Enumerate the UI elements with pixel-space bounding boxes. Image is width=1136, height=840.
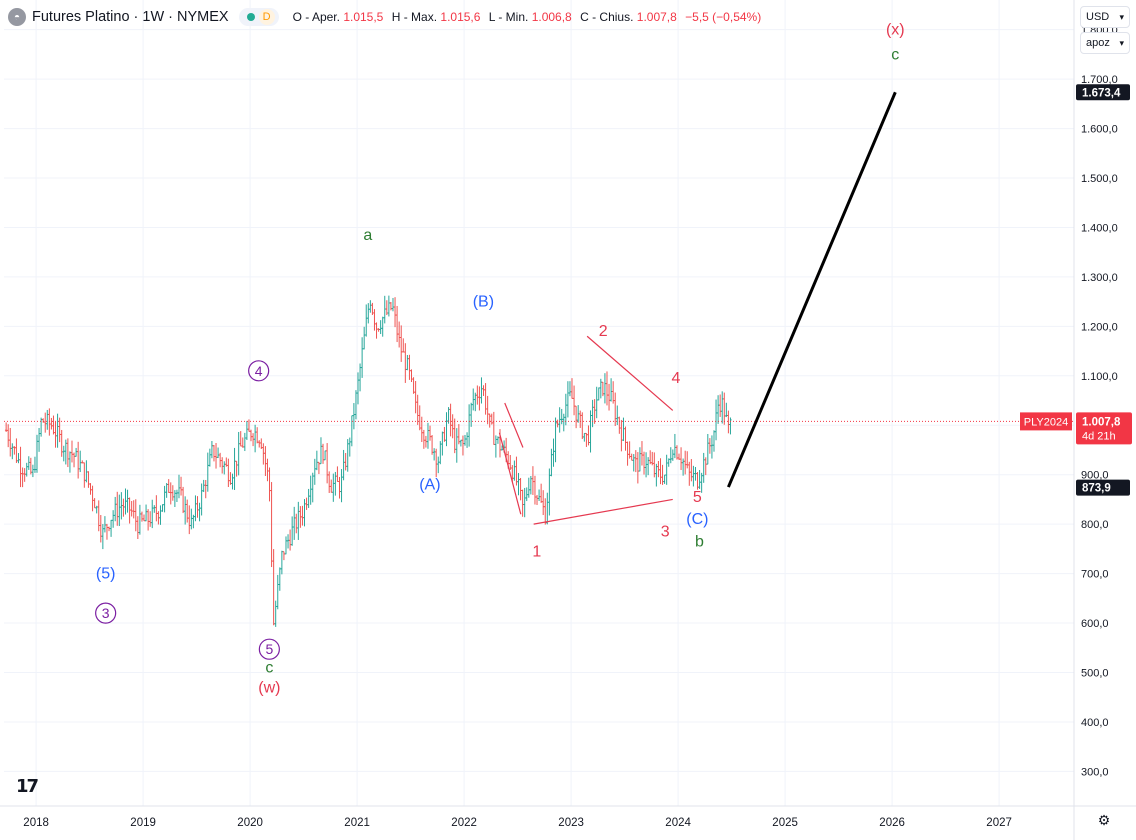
tradingview-logo-icon[interactable]: 17 (16, 776, 39, 797)
y-tick-label: 1.200,0 (1081, 321, 1118, 333)
y-tick-label: 500,0 (1081, 667, 1109, 679)
y-tick-label: 1.400,0 (1081, 222, 1118, 234)
time-axis[interactable]: 2018 2019 2020 2021 2022 2023 2024 2025 2026 2027 (0, 805, 1136, 829)
y-tick-label: 1.700,0 (1081, 74, 1118, 86)
y-tick-label: 1.300,0 (1081, 272, 1118, 284)
price-tag-value: 1.673,4 (1082, 87, 1121, 99)
symbol-title[interactable]: Futures Platino · 1W · NYMEX (32, 9, 229, 25)
x-tick-label: 2019 (130, 817, 156, 829)
x-tick-label: 2024 (665, 817, 691, 829)
ohlc-high-label: H - Max. (391, 10, 438, 24)
ohlc-close-label: C - Chius. (580, 10, 634, 24)
y-tick-label: 900,0 (1081, 470, 1109, 482)
ohlc-change: −5,5 (−0,54%) (685, 10, 762, 24)
scale-select[interactable]: apoz ▾ (1080, 32, 1130, 54)
wave-label: c (891, 46, 899, 63)
currency-label: USD (1086, 11, 1110, 23)
wave-label: (A) (419, 477, 440, 494)
wave-label: (5) (96, 566, 116, 583)
ohlc-close-value: 1.007,8 (636, 10, 677, 24)
price-tag-bg (1076, 84, 1130, 101)
y-tick-label: 300,0 (1081, 766, 1109, 778)
wave-label: c (265, 659, 273, 676)
triangle-upper-line (586, 335, 674, 411)
y-tick-label: 700,0 (1081, 569, 1109, 581)
wave-label: 5 (693, 489, 702, 506)
market-status-icon (246, 13, 255, 21)
wave-label: 4 (672, 370, 681, 387)
wave-labels: a (B) 2 4 (A) 5 (C) 3 1 b (5) (x) c c (w) 4 3 5 (95, 22, 905, 696)
ohlc-high-value: 1.015,6 (440, 10, 481, 24)
wave-label: 2 (599, 323, 608, 340)
y-tick-label: 400,0 (1081, 717, 1109, 729)
last-price-value: 1.007,8 (1082, 416, 1121, 428)
y-tick-label: 1.600,0 (1081, 124, 1118, 136)
ohlc-open-label: O - Aper. (292, 10, 340, 24)
last-price-tag-bg (1076, 412, 1132, 445)
price-axis[interactable]: 300,0400,0500,0600,0700,0800,0900,01.000… (1073, 0, 1118, 840)
x-tick-label: 2021 (344, 817, 370, 829)
delay-indicator: D (258, 9, 275, 25)
wave-label: 3 (661, 524, 670, 541)
wave-label: 1 (532, 543, 541, 560)
gear-icon[interactable]: ⚙ (1097, 812, 1111, 828)
x-tick-label: 2020 (237, 817, 263, 829)
wedge-line-upper (504, 402, 524, 448)
chevron-down-icon: ▾ (1119, 37, 1124, 48)
last-price-countdown: 4d 21h (1082, 430, 1116, 442)
x-tick-label: 2026 (879, 817, 905, 829)
status-pill[interactable]: D (238, 8, 279, 26)
x-tick-label: 2027 (986, 817, 1012, 829)
price-tags: PLY2024 1.007,8 4d 21h 1.673,4 873,9 (1020, 84, 1132, 496)
price-tag-bg (1076, 479, 1130, 496)
wave-circle (258, 638, 280, 660)
projection-line (727, 91, 897, 488)
y-tick-label: 1.500,0 (1081, 173, 1118, 185)
ohlc-readout: O - Aper. 1.015,5 H - Max. 1.015,6 L - M… (293, 10, 762, 24)
wave-circle-label: 3 (102, 605, 110, 621)
y-tick-label: 600,0 (1081, 618, 1109, 630)
y-tick-label: 800,0 (1081, 519, 1109, 531)
x-tick-label: 2025 (772, 817, 798, 829)
wave-circle-label: 5 (265, 641, 273, 657)
triangle-lower-line (533, 498, 673, 525)
ohlc-low-value: 1.006,8 (531, 10, 572, 24)
x-tick-label: 2023 (558, 817, 584, 829)
wave-label: (w) (258, 679, 280, 696)
chart-header: ◓ Futures Platino · 1W · NYMEX D O - Ape… (8, 6, 761, 28)
ohlc-low-label: L - Min. (488, 10, 529, 24)
wave-label: (B) (473, 294, 494, 311)
platinum-logo-icon: ◓ (8, 8, 26, 26)
symbol-tag-label: PLY2024 (1024, 416, 1068, 428)
currency-select[interactable]: USD ▾ (1080, 6, 1130, 28)
candles-series (4, 295, 732, 627)
y-tick-label: 1.100,0 (1081, 371, 1118, 383)
wedge-line-lower (498, 432, 522, 515)
wave-label: b (695, 533, 704, 550)
wave-drawings (4, 91, 1074, 525)
chevron-down-icon: ▾ (1119, 11, 1124, 22)
wave-circle (248, 360, 270, 382)
x-tick-label: 2022 (451, 817, 477, 829)
symbol-tag-bg (1020, 412, 1072, 431)
x-tick-label: 2018 (23, 817, 49, 829)
wave-circle (95, 602, 117, 624)
scale-label: apoz (1086, 37, 1110, 49)
wave-label: (x) (886, 22, 905, 39)
ohlc-open-value: 1.015,5 (343, 10, 384, 24)
wave-label: a (363, 227, 372, 244)
wave-label: (C) (686, 511, 708, 528)
price-tag-value: 873,9 (1082, 483, 1111, 495)
wave-circle-label: 4 (255, 363, 263, 379)
